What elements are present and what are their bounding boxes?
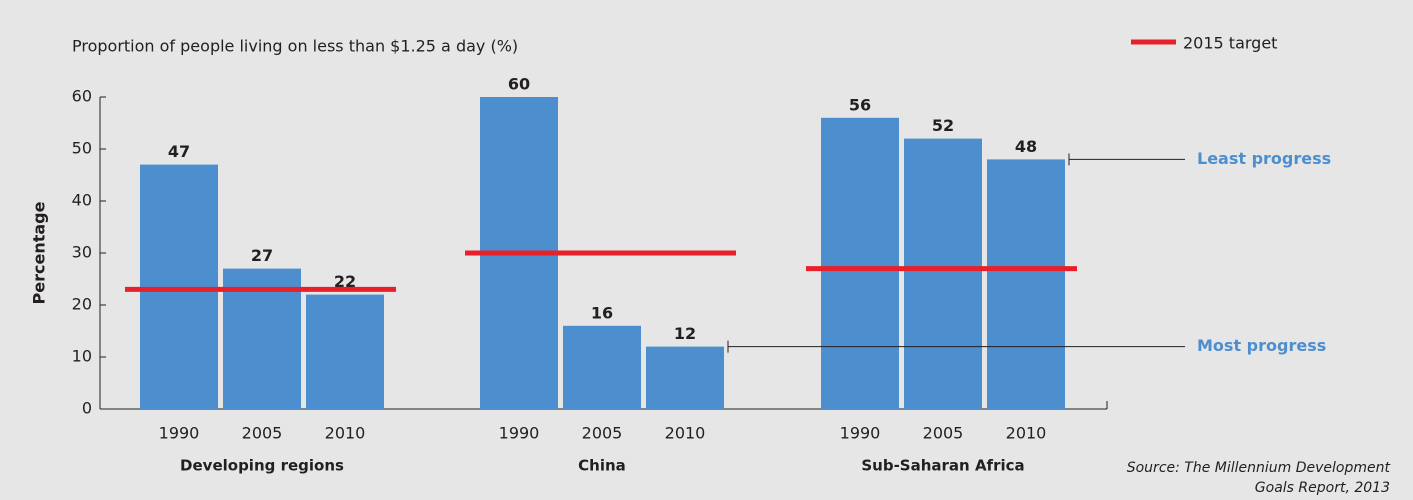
- source-line: Goals Report, 2013: [1255, 480, 1390, 496]
- bar: [987, 159, 1065, 409]
- bar: [646, 346, 724, 409]
- x-tick-label: 1990: [840, 424, 881, 443]
- legend-label: 2015 target: [1183, 34, 1277, 53]
- x-tick-label: 2010: [665, 424, 706, 443]
- bar: [223, 268, 301, 409]
- y-tick-label: 60: [72, 87, 92, 106]
- bar: [306, 294, 384, 409]
- value-label: 27: [251, 246, 273, 265]
- value-label: 48: [1015, 137, 1037, 156]
- group-label: Developing regions: [180, 457, 344, 475]
- y-tick-label: 30: [72, 243, 92, 262]
- x-tick-label: 2005: [923, 424, 964, 443]
- annotation: Least progress: [1197, 149, 1331, 168]
- y-tick-label: 10: [72, 347, 92, 366]
- value-label: 22: [334, 272, 356, 291]
- y-axis-label: Percentage: [30, 201, 49, 304]
- bar: [140, 164, 218, 409]
- bar: [563, 325, 641, 409]
- value-label: 16: [591, 303, 613, 322]
- source-line: Source: The Millennium Development: [1127, 460, 1391, 476]
- value-label: 12: [674, 324, 696, 343]
- x-tick-label: 1990: [499, 424, 540, 443]
- group-label: China: [578, 457, 626, 475]
- bar: [904, 138, 982, 409]
- bar: [821, 117, 899, 410]
- y-tick-label: 40: [72, 191, 92, 210]
- value-label: 52: [932, 116, 954, 135]
- value-label: 60: [508, 75, 530, 94]
- x-tick-label: 2005: [242, 424, 283, 443]
- y-tick-label: 20: [72, 295, 92, 314]
- y-tick-label: 0: [82, 399, 92, 418]
- value-label: 47: [168, 142, 190, 161]
- x-tick-label: 2010: [1006, 424, 1047, 443]
- y-tick-label: 50: [72, 139, 92, 158]
- x-tick-label: 1990: [159, 424, 200, 443]
- group-label: Sub-Saharan Africa: [861, 457, 1024, 475]
- value-label: 56: [849, 95, 871, 114]
- chart-title: Proportion of people living on less than…: [72, 37, 518, 56]
- x-tick-label: 2010: [325, 424, 366, 443]
- x-tick-label: 2005: [582, 424, 623, 443]
- annotation: Most progress: [1197, 336, 1326, 355]
